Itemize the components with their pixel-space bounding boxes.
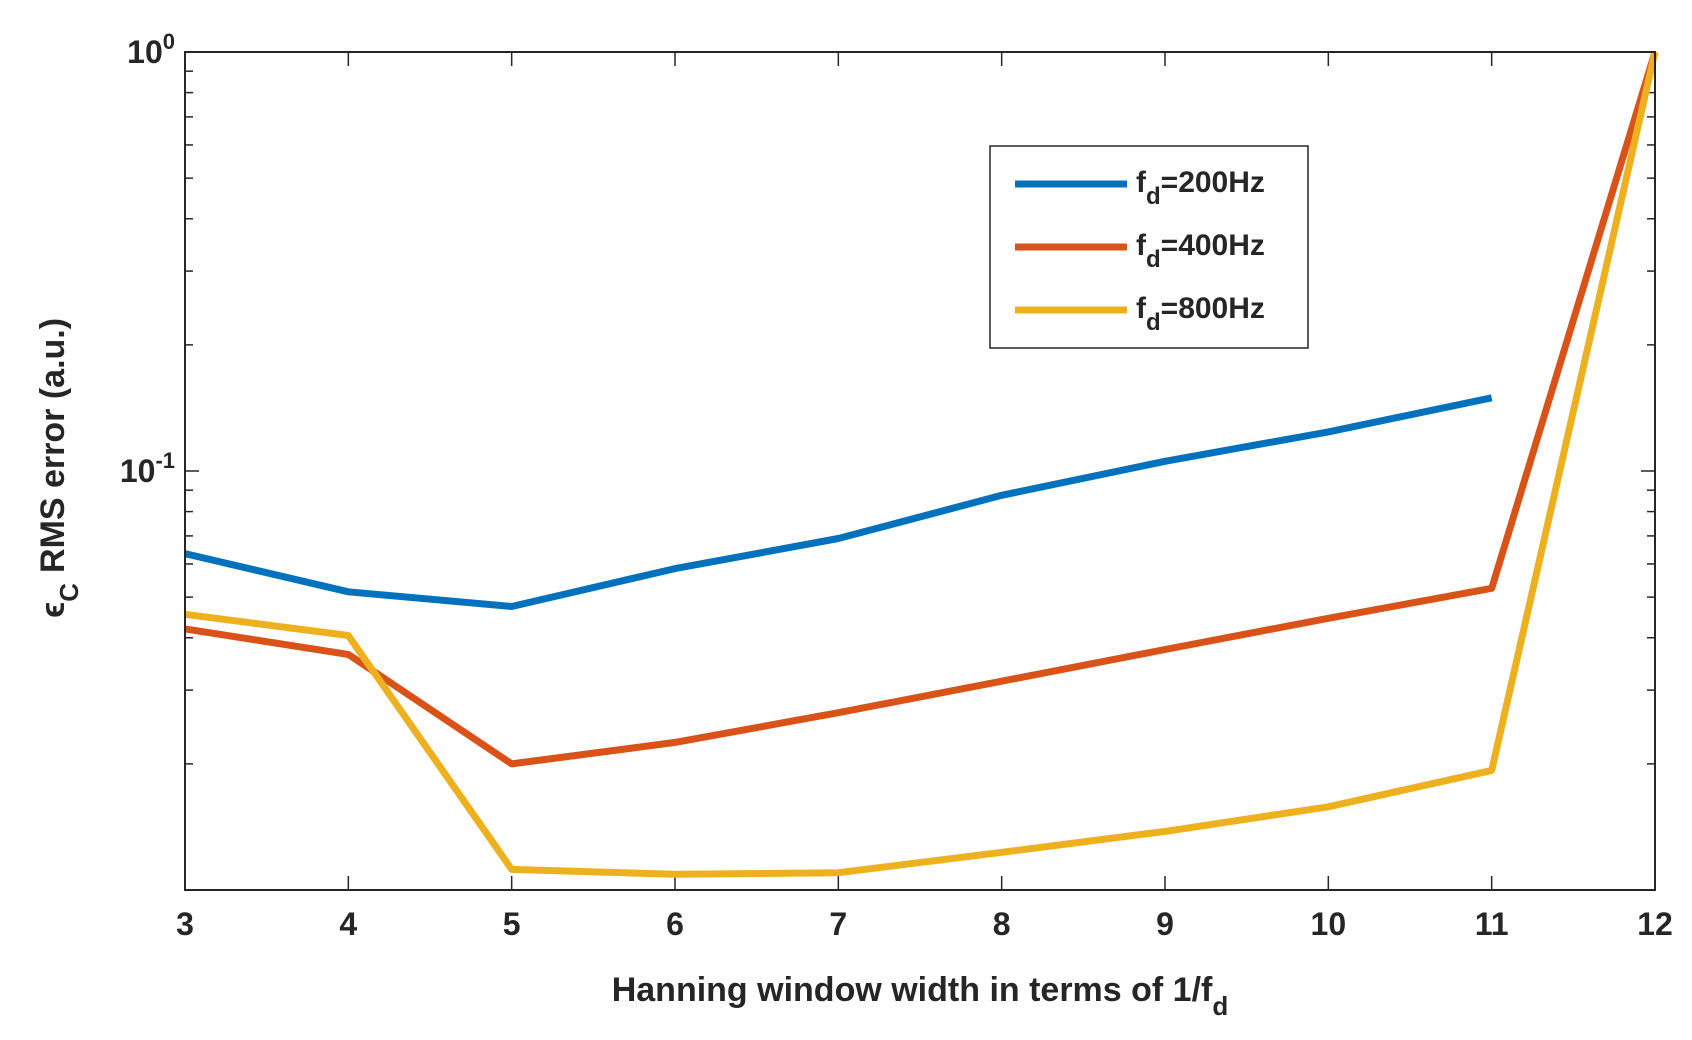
y-axis-title: ϵC RMS error (a.u.)	[34, 318, 84, 618]
y-axis-title-subscript: C	[54, 583, 84, 602]
legend-label-main: f	[1136, 292, 1147, 325]
x-tick-label: 8	[993, 906, 1011, 942]
y-tick-label: 100	[127, 29, 175, 70]
x-tick-label: 9	[1156, 906, 1174, 942]
x-tick-label: 6	[666, 906, 684, 942]
y-tick-label-base: 10	[120, 453, 156, 489]
legend-label-3: fd=800Hz	[1136, 292, 1265, 336]
y-tick-label-exponent: -1	[155, 448, 175, 473]
x-tick-label: 3	[176, 906, 194, 942]
legend-label-2: fd=400Hz	[1136, 229, 1265, 273]
legend-label-subscript: d	[1146, 183, 1161, 210]
legend-label-rest: =400Hz	[1161, 229, 1265, 262]
legend-label-subscript: d	[1146, 246, 1161, 273]
series-line-3	[184, 51, 1659, 878]
y-tick-label-exponent: 0	[163, 29, 175, 54]
plot-area-background	[185, 52, 1655, 890]
y-tick-label-base: 10	[127, 34, 163, 70]
x-axis-title-main: Hanning window width in terms of 1/f	[612, 971, 1213, 1009]
axis-ticks	[184, 51, 1656, 891]
legend-label-main: f	[1136, 166, 1147, 199]
y-tick-label: 10-1	[120, 448, 175, 489]
x-tick-label: 4	[339, 906, 357, 942]
x-axis-title-subscript: d	[1212, 991, 1228, 1021]
legend-label-rest: =800Hz	[1161, 292, 1265, 325]
x-axis-title: Hanning window width in terms of 1/fd	[612, 971, 1229, 1021]
legend-label-1: fd=200Hz	[1136, 166, 1265, 210]
series-line-1	[184, 394, 1493, 610]
series-lines	[184, 50, 1659, 878]
x-tick-label: 11	[1475, 906, 1509, 942]
x-tick-labels: 3 4 5 6 7 8 9 10 11 12	[176, 906, 1673, 942]
plot-area-frame	[184, 51, 1656, 891]
series-line-2	[184, 50, 1659, 768]
y-axis-title-rest: RMS error (a.u.)	[34, 318, 72, 573]
x-tick-label: 10	[1311, 906, 1347, 942]
x-tick-label: 5	[503, 906, 521, 942]
legend-label-rest: =200Hz	[1161, 166, 1265, 199]
legend-label-main: f	[1136, 229, 1147, 262]
legend-label-subscript: d	[1146, 309, 1161, 336]
y-axis-title-symbol: ϵ	[34, 602, 72, 618]
x-tick-label: 7	[829, 906, 847, 942]
x-tick-label: 12	[1637, 906, 1673, 942]
